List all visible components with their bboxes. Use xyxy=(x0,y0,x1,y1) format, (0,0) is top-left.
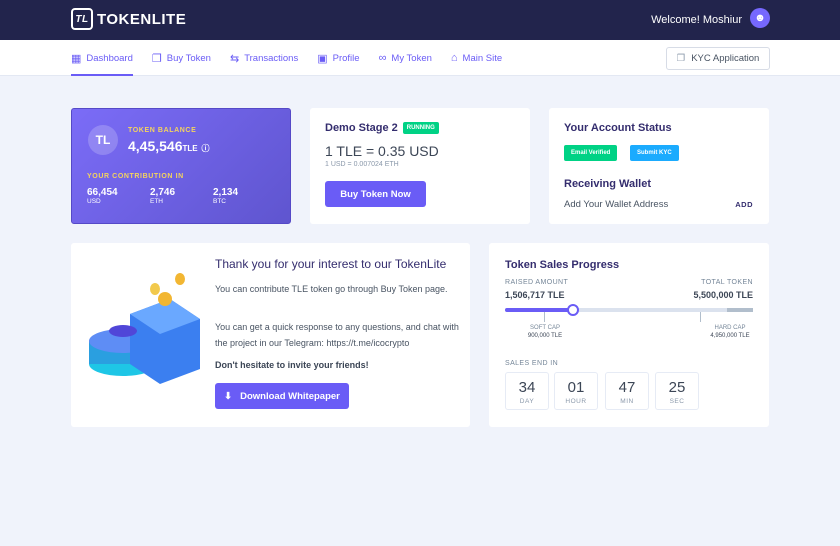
nav-my-token[interactable]: ∞ My Token xyxy=(378,52,432,64)
raised-label: RAISED AMOUNT xyxy=(505,279,569,286)
total-label: TOTAL TOKEN xyxy=(701,279,753,286)
soft-cap: SOFT CAP 900,000 TLE xyxy=(527,325,563,339)
token-balance-label: TOKEN BALANCE xyxy=(128,127,197,134)
home-icon: ⌂ xyxy=(450,52,458,64)
stage-title: Demo Stage 2 xyxy=(325,122,398,134)
info-paragraph-1: You can contribute TLE token go through … xyxy=(215,284,448,294)
document-icon: ❐ xyxy=(676,53,686,64)
sales-progress-card: Token Sales Progress RAISED AMOUNT 1,506… xyxy=(489,243,769,427)
download-whitepaper-button[interactable]: ⬇ Download Whitepaper xyxy=(215,383,349,409)
avatar[interactable]: ☻ xyxy=(750,8,770,28)
user-card-icon: ▣ xyxy=(317,52,328,65)
stage-card: Demo Stage 2 RUNNING 1 TLE = 0.35 USD 1 U… xyxy=(310,108,530,224)
eth-rate: 1 USD = 0.007024 ETH xyxy=(325,161,399,168)
countdown-days: 34 DAY xyxy=(505,372,549,410)
contribution-eth: 2,746 ETH xyxy=(150,187,176,205)
add-wallet-link[interactable]: ADD xyxy=(735,200,753,209)
contribution-label: YOUR CONTRIBUTION IN xyxy=(87,173,184,180)
email-verified-badge[interactable]: Email Verified xyxy=(564,145,618,161)
progress-title: Token Sales Progress xyxy=(505,259,620,271)
logo-icon: TL xyxy=(71,8,93,30)
receiving-wallet-title: Receiving Wallet xyxy=(564,178,652,190)
coin-stack-illustration xyxy=(89,273,200,384)
nav-dashboard[interactable]: ▦ Dashboard xyxy=(71,40,133,76)
token-balance-card: TL TOKEN BALANCE 4,45,546TLE ⓘ YOUR CONT… xyxy=(71,108,291,224)
token-balance-amount: 4,45,546TLE ⓘ xyxy=(128,138,210,154)
countdown-hours: 01 HOUR xyxy=(554,372,598,410)
nav-profile[interactable]: ▣ Profile xyxy=(317,52,360,65)
token-price: 1 TLE = 0.35 USD xyxy=(325,143,439,159)
grid-icon: ▦ xyxy=(71,52,82,65)
nav-bar: ▦ Dashboard ❐ Buy Token ⇆ Transactions ▣ Pro… xyxy=(0,40,840,76)
nav-buy-token[interactable]: ❐ Buy Token xyxy=(151,52,211,65)
contribution-usd: 66,454 USD xyxy=(87,187,118,205)
info-card: Thank you for your interest to our Token… xyxy=(71,243,470,427)
info-title: Thank you for your interest to our Token… xyxy=(215,257,447,271)
raised-amount: 1,506,717 TLE xyxy=(505,290,565,300)
progress-handle xyxy=(566,304,579,316)
nav-main-site[interactable]: ⌂ Main Site xyxy=(450,52,503,64)
info-paragraph-3: Don't hesitate to invite your friends! xyxy=(215,360,369,370)
hard-cap-segment xyxy=(727,308,753,312)
contribution-btc: 2,134 BTC xyxy=(213,187,239,205)
swap-icon: ⇆ xyxy=(229,52,240,65)
token-icon: ∞ xyxy=(378,52,387,64)
submit-kyc-badge[interactable]: Submit KYC xyxy=(630,145,679,161)
info-icon: ⓘ xyxy=(201,144,210,153)
download-icon: ⬇ xyxy=(224,390,233,402)
progress-fill xyxy=(505,308,573,312)
account-status-title: Your Account Status xyxy=(564,122,672,134)
buy-token-now-button[interactable]: Buy Token Now xyxy=(325,181,426,207)
account-status-card: Your Account Status Email Verified Submi… xyxy=(549,108,769,224)
progress-track xyxy=(505,304,753,316)
info-paragraph-2: You can get a quick response to any ques… xyxy=(215,322,459,348)
countdown-seconds: 25 SEC xyxy=(655,372,699,410)
wallet-text: Add Your Wallet Address xyxy=(564,199,669,210)
kyc-application-button[interactable]: ❐ KYC Application xyxy=(666,47,770,70)
nav-transactions[interactable]: ⇆ Transactions xyxy=(229,52,299,65)
top-bar: TL TOKENLITE Welcome! Moshiur ☻ xyxy=(0,0,840,40)
token-logo-icon: TL xyxy=(88,125,118,155)
logo[interactable]: TL TOKENLITE xyxy=(71,8,186,30)
coins-icon: ❐ xyxy=(151,52,162,65)
welcome-text: Welcome! Moshiur xyxy=(651,13,742,26)
running-badge: RUNNING xyxy=(402,122,439,134)
countdown-minutes: 47 MIN xyxy=(605,372,649,410)
sales-end-label: SALES END IN xyxy=(505,360,559,367)
total-amount: 5,500,000 TLE xyxy=(693,290,753,300)
hard-cap: HARD CAP 4,950,000 TLE xyxy=(710,325,750,339)
